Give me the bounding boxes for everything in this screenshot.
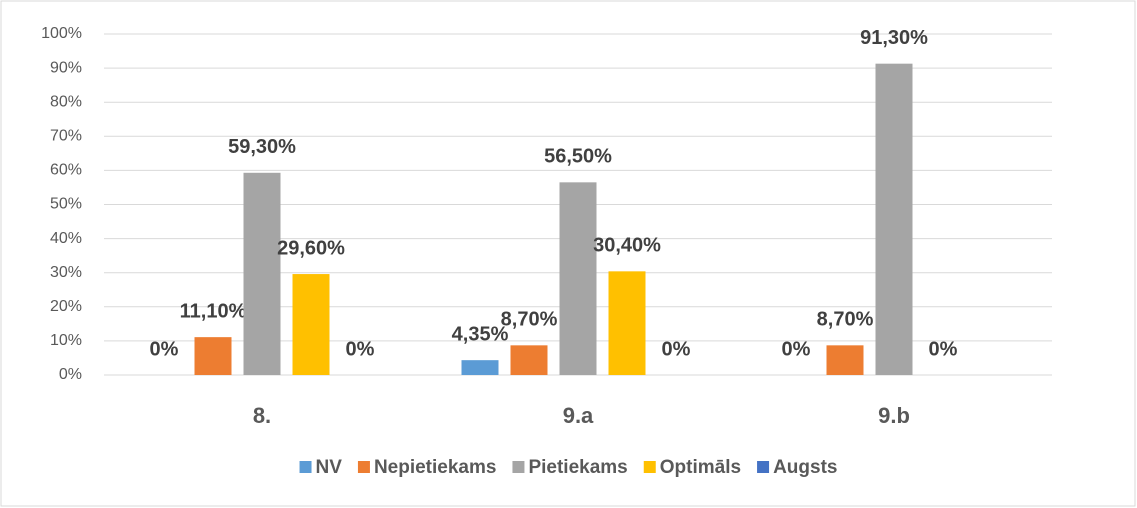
data-label: 91,30% xyxy=(860,27,928,49)
legend-swatch xyxy=(357,461,370,473)
y-tick-label: 10% xyxy=(50,332,82,349)
legend-label: Nepietiekams xyxy=(374,457,497,478)
legend-swatch xyxy=(512,461,525,473)
bar xyxy=(826,345,864,375)
y-tick-label: 50% xyxy=(50,196,82,213)
bar xyxy=(559,182,597,375)
legend-label: NV xyxy=(316,457,343,478)
x-tick-label: 9.b xyxy=(878,403,910,428)
y-tick-label: 0% xyxy=(59,366,82,383)
bar xyxy=(875,63,913,376)
data-label: 0% xyxy=(782,338,811,360)
data-label: 56,50% xyxy=(544,146,612,168)
y-tick-label: 40% xyxy=(50,230,82,247)
data-label: 0% xyxy=(346,338,375,360)
data-label: 0% xyxy=(929,338,958,360)
data-label: 0% xyxy=(150,338,179,360)
y-tick-label: 30% xyxy=(50,264,82,281)
y-tick-label: 70% xyxy=(50,128,82,145)
data-label: 59,30% xyxy=(228,136,296,158)
data-label: 29,60% xyxy=(277,237,345,259)
legend-label: Pietiekams xyxy=(528,457,627,478)
legend-swatch xyxy=(757,461,770,473)
data-label: 4,35% xyxy=(452,323,509,345)
data-label: 30,40% xyxy=(593,235,661,257)
data-label: 8,70% xyxy=(501,309,558,331)
bar xyxy=(292,274,330,375)
bar xyxy=(510,345,548,375)
x-tick-label: 8. xyxy=(253,403,271,428)
y-tick-label: 80% xyxy=(50,93,82,110)
y-tick-label: 90% xyxy=(50,59,82,76)
legend-swatch xyxy=(643,461,656,473)
bar xyxy=(608,271,646,375)
y-tick-label: 60% xyxy=(50,162,82,179)
bar xyxy=(243,172,281,375)
bar xyxy=(194,337,232,375)
legend-swatch xyxy=(299,461,312,473)
data-label: 11,10% xyxy=(180,300,247,322)
data-label: 0% xyxy=(662,338,691,360)
data-label: 8,70% xyxy=(817,309,874,331)
legend-label: Augsts xyxy=(773,457,837,478)
y-tick-label: 100% xyxy=(41,25,82,42)
bar xyxy=(461,360,499,375)
x-tick-label: 9.a xyxy=(563,403,594,428)
legend-label: Optimāls xyxy=(660,457,741,478)
y-tick-label: 20% xyxy=(50,298,82,315)
